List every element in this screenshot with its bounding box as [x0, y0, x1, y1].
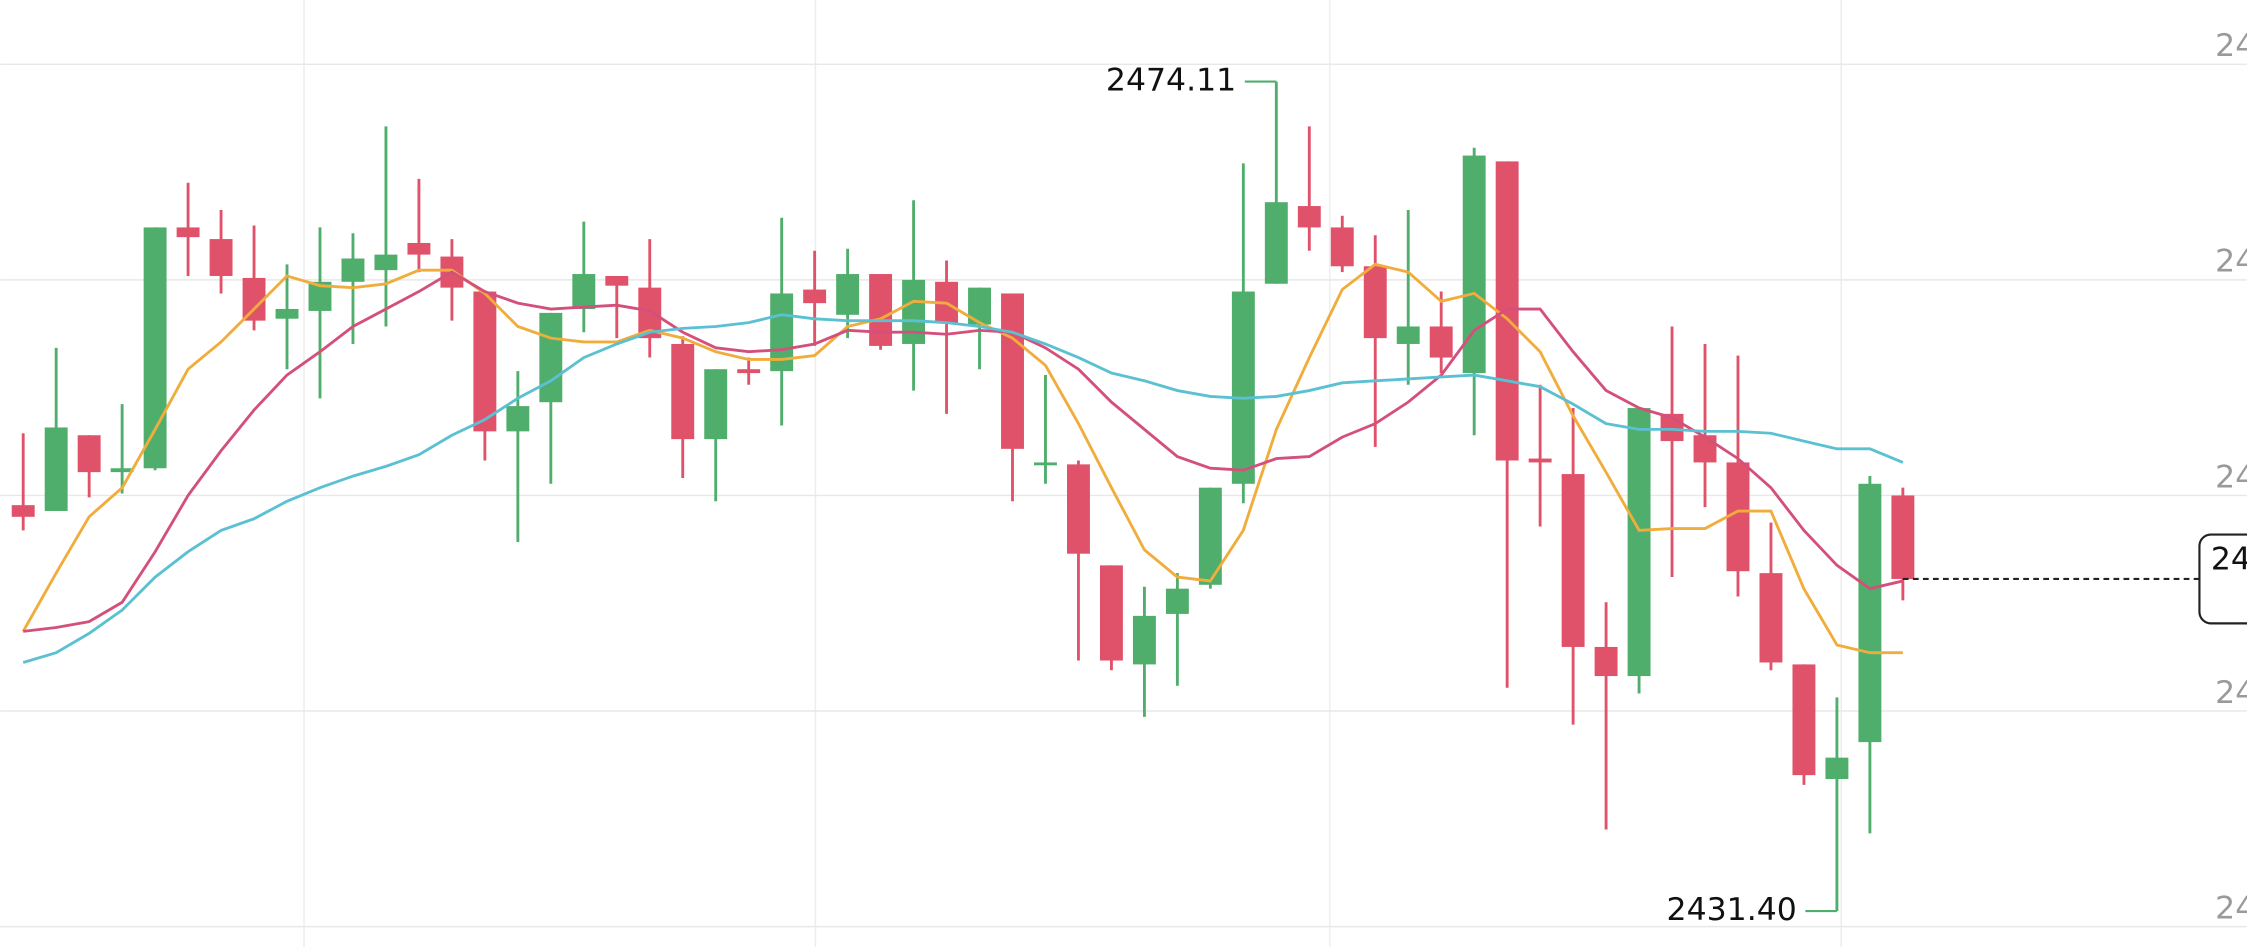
y-tick-label: 24 [2215, 459, 2247, 495]
candle-body [1363, 266, 1387, 339]
candle-body [1132, 615, 1156, 665]
candle-body [704, 369, 728, 440]
candle-body [1825, 757, 1849, 780]
candle-body [638, 287, 662, 339]
candle-body [77, 435, 101, 473]
moving-average-line [21, 262, 1903, 655]
candle-body [407, 242, 431, 255]
candle-body [1297, 206, 1321, 228]
moving-average-line [22, 313, 1904, 664]
candle-body [1396, 326, 1420, 344]
candle-body [605, 275, 629, 286]
candle-body [1561, 474, 1585, 647]
y-tick-label: 24 [2215, 675, 2247, 711]
candle-body [671, 343, 695, 440]
candle-body [1891, 495, 1915, 579]
candle-body [770, 293, 794, 372]
candle-body [1099, 565, 1123, 661]
time-grid [303, 0, 1842, 947]
candle-body [473, 291, 497, 432]
y-tick-label: 24 [2215, 890, 2247, 926]
candle-body [1429, 326, 1453, 358]
candle-body [1594, 646, 1618, 677]
candle-body [902, 279, 926, 344]
candle-body [803, 289, 827, 304]
last-price-label: 24 [2211, 541, 2247, 577]
candle-body [44, 427, 68, 511]
candle-body [1066, 464, 1090, 554]
candle-body [308, 281, 332, 311]
candle-body [1231, 291, 1255, 484]
candle-body [1792, 664, 1816, 776]
candle-body [1528, 458, 1552, 463]
candle-body [374, 254, 398, 271]
moving-average-line [23, 270, 1904, 633]
candle-body [143, 227, 167, 469]
candle-body [1198, 487, 1222, 585]
y-tick-label: 24 [2215, 28, 2247, 64]
candle-body [275, 308, 299, 319]
candle-body [1001, 293, 1024, 449]
candle-body [539, 312, 563, 403]
candle-body [1330, 227, 1354, 267]
candle-body [506, 406, 530, 432]
candle-body [1034, 462, 1057, 466]
candle-body [110, 468, 134, 473]
annotation-label: 2474.11 [1106, 63, 1236, 99]
candle-body [737, 369, 761, 374]
candle-body [869, 274, 893, 346]
annotation-label: 2431.40 [1667, 892, 1797, 928]
candle-body [176, 227, 200, 238]
candle-body [1693, 435, 1717, 463]
candle-body [572, 274, 596, 309]
candle-body [1759, 573, 1783, 663]
candle-body [1264, 202, 1288, 284]
candle-body [1726, 462, 1750, 572]
candle-body [1495, 161, 1519, 461]
candle-body [1627, 408, 1651, 677]
candle-body [1858, 483, 1882, 743]
candle-body [968, 287, 991, 325]
y-tick-label: 24 [2215, 244, 2247, 280]
candle-body [11, 505, 35, 517]
candle-body [209, 239, 233, 276]
candle-body [1462, 155, 1486, 374]
candle-body [242, 277, 266, 321]
candle-body [1165, 588, 1189, 614]
candle-body [836, 274, 860, 315]
last-price-box [2198, 533, 2247, 625]
candle-body [341, 258, 365, 282]
